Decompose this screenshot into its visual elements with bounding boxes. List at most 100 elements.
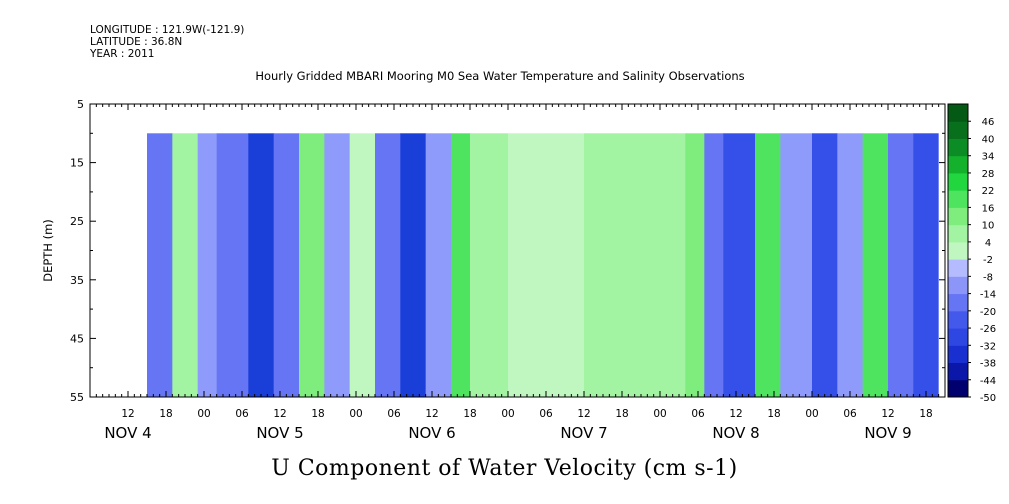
colorbar-band [948,172,968,191]
heatmap-cell [375,133,401,398]
heatmap-cell [400,133,427,398]
colorbar-frame [947,103,969,398]
x-tick-label: 00 [197,408,210,420]
colorbar-band [948,276,968,295]
colorbar-band [948,259,968,277]
colorbar-label: -50 [980,393,996,404]
x-tick-label: 18 [159,408,172,420]
colorbar-band [948,224,968,243]
x-day-label: NOV 6 [408,424,455,442]
colorbar-band [948,138,968,157]
heatmap-cell [546,133,585,398]
x-tick-label: 00 [805,408,818,420]
x-tick-label: 12 [881,408,894,420]
colorbar-label: -38 [980,359,996,370]
colorbar-band [948,241,968,260]
colorbar-label: -2 [983,255,993,266]
heatmap-cell [812,133,838,398]
heatmap-cell [273,133,300,398]
x-tick-label: 12 [577,408,590,420]
colorbar-label: 28 [982,169,995,180]
heatmap-cell [299,133,325,398]
y-tick-label: 15 [70,157,84,170]
x-tick-label: 06 [235,408,249,420]
x-tick-label: 12 [121,408,134,420]
colorbar-band [948,328,968,346]
y-tick-label: 35 [70,274,84,287]
colorbar-band [948,293,968,312]
heatmap-cell [349,133,376,398]
y-tick-label: 55 [70,391,84,404]
colorbar-label: 46 [982,117,995,128]
colorbar-label: 10 [982,221,995,232]
colorbar-label: 22 [982,186,995,197]
heatmap-cell [862,133,889,398]
x-tick-label: 06 [691,408,705,420]
colorbar-band [948,310,968,329]
x-tick-label: 18 [767,408,780,420]
heatmap-cell [685,133,705,398]
colorbar-band [948,345,968,364]
colorbar-band [948,190,968,208]
heatmap-cell [780,133,813,398]
year-label: YEAR : 2011 [90,48,155,60]
x-tick-label: 06 [387,408,401,420]
colorbar-label: -8 [983,272,993,283]
heatmap-cell [723,133,756,398]
x-tick-label: 00 [653,408,666,420]
x-tick-label: 06 [843,408,857,420]
x-tick-label: 18 [615,408,628,420]
colorbar-label: 4 [985,238,991,249]
colorbar-label: -44 [980,376,996,387]
x-day-label: NOV 4 [104,424,151,442]
colorbar-label: 16 [982,203,995,214]
colorbar-band [948,104,968,122]
x-tick-label: 06 [539,408,553,420]
heatmap-cell [837,133,864,398]
latitude-label: LATITUDE : 36.8N [90,36,183,48]
x-tick-label: 00 [501,408,514,420]
colorbar-band [948,121,968,139]
heatmap-cell [172,133,199,398]
heatmap-cell [888,133,914,398]
x-day-label: NOV 7 [560,424,607,442]
x-tick-label: 12 [273,408,286,420]
colorbar-label: -20 [980,307,996,318]
heatmap-cell [248,133,275,398]
longitude-label: LONGITUDE : 121.9W(-121.9) [90,24,245,36]
x-tick-label: 00 [349,408,362,420]
heatmap-cell [704,133,724,398]
heatmap-cell [584,133,674,398]
x-tick-label: 18 [919,408,932,420]
colorbar-label: 34 [982,152,995,163]
heatmap-cell [197,133,218,398]
variable-title: U Component of Water Velocity (cm s-1) [271,456,738,481]
heatmap-cell [324,133,351,398]
heatmap-cell [451,133,471,398]
colorbar-label: -26 [980,324,996,335]
x-day-label: NOV 9 [864,424,911,442]
y-tick-label: 45 [70,332,84,345]
x-day-label: NOV 5 [256,424,303,442]
y-axis-label: DEPTH (m) [41,219,55,282]
colorbar-band [948,207,968,226]
heatmap-cell [508,133,547,398]
heatmap-cell [425,133,452,398]
x-tick-label: 18 [463,408,476,420]
y-tick-label: 5 [77,98,84,111]
colorbar-label: -32 [980,341,996,352]
heatmap-cell [913,133,939,398]
colorbar-band [948,155,968,174]
x-tick-label: 12 [729,408,742,420]
heatmap-cell [672,133,686,398]
colorbar-label: -14 [980,290,996,301]
colorbar-band [948,362,968,381]
colorbar-label: 40 [982,134,995,145]
heatmap-cell [216,133,249,398]
heatmap-cell [470,133,509,398]
heatmap-cell [147,133,173,398]
colorbar-band [948,379,968,398]
x-tick-label: 18 [311,408,324,420]
x-tick-label: 12 [425,408,438,420]
